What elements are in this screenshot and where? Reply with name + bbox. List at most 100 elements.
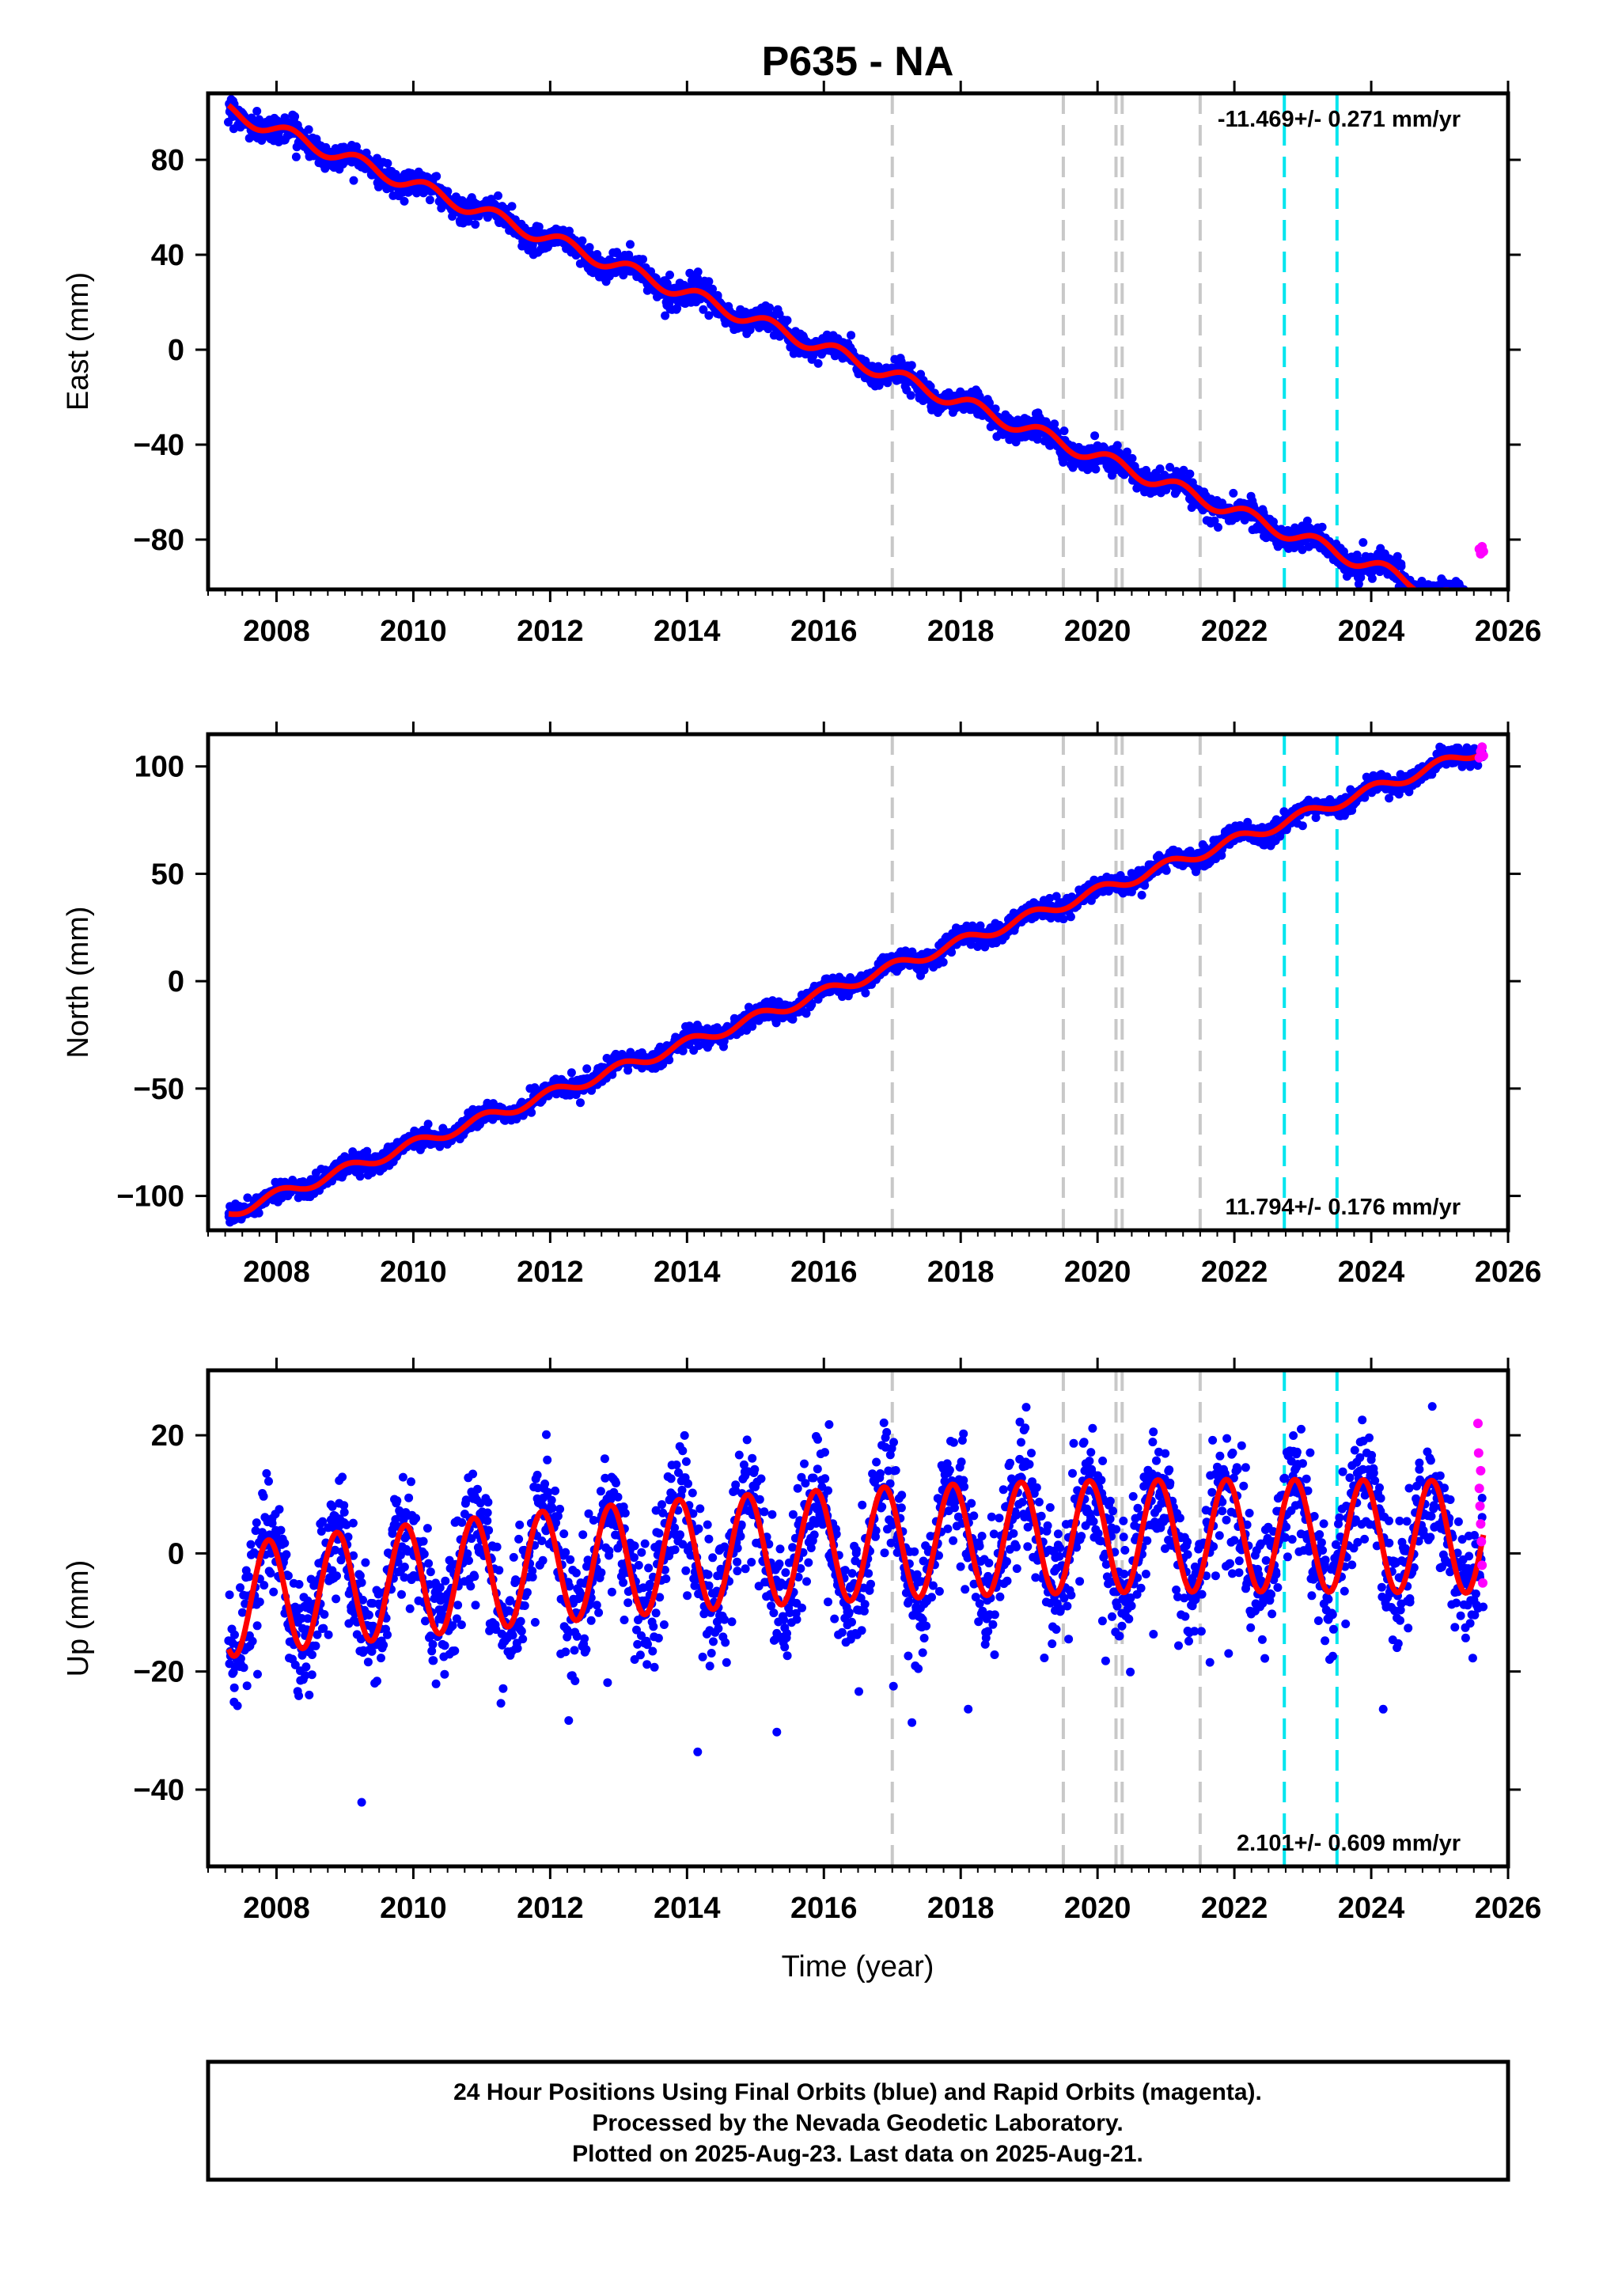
- data-point: [1298, 545, 1307, 555]
- x-tick-label: 2022: [1201, 1256, 1268, 1289]
- data-point: [1473, 761, 1483, 770]
- x-tick-label: 2024: [1338, 615, 1405, 648]
- data-point: [938, 957, 948, 967]
- data-point: [926, 382, 935, 391]
- data-point: [352, 142, 361, 151]
- data-point: [693, 267, 703, 277]
- data-point: [291, 152, 301, 161]
- x-tick-label: 2024: [1338, 1256, 1405, 1289]
- rapid-point: [1477, 742, 1487, 752]
- y-axis-label: East (mm): [62, 272, 95, 411]
- data-point: [907, 361, 916, 370]
- x-tick-label: 2016: [790, 615, 858, 648]
- x-tick-label: 2014: [654, 1256, 721, 1289]
- x-tick-label: 2026: [1475, 615, 1542, 648]
- data-point: [1059, 915, 1068, 924]
- data-point: [1112, 441, 1122, 450]
- data-point: [1137, 890, 1146, 900]
- chart-title: P635 - NA: [762, 39, 954, 85]
- data-point: [534, 222, 544, 232]
- data-point: [947, 948, 957, 957]
- data-point: [1229, 488, 1238, 498]
- y-tick-label: 80: [151, 144, 184, 177]
- data-point: [1127, 453, 1137, 463]
- x-tick-label: 2026: [1475, 1256, 1542, 1289]
- data-point: [813, 358, 823, 368]
- data-point: [471, 220, 480, 229]
- data-point: [807, 1000, 817, 1010]
- data-point: [1123, 447, 1131, 457]
- data-point: [665, 271, 674, 279]
- data-point: [783, 316, 792, 325]
- data-point: [991, 404, 1000, 414]
- data-point: [582, 1064, 592, 1074]
- data-point: [693, 274, 703, 283]
- data-point: [1352, 550, 1362, 559]
- data-point: [576, 1098, 585, 1108]
- data-point: [802, 1009, 811, 1018]
- data-point: [494, 191, 502, 200]
- data-point: [906, 391, 915, 400]
- data-point: [623, 1066, 633, 1075]
- data-point: [349, 176, 358, 185]
- data-point: [771, 1018, 781, 1028]
- data-point: [425, 195, 434, 205]
- data-point: [719, 1036, 729, 1046]
- data-point: [847, 331, 856, 340]
- rapid-orbit-points: [1474, 542, 1488, 559]
- data-point: [713, 290, 722, 300]
- data-point: [290, 112, 300, 121]
- data-point: [252, 107, 262, 116]
- data-point: [626, 240, 635, 249]
- data-point: [255, 115, 263, 124]
- data-point: [1185, 469, 1195, 479]
- x-tick-label: 2020: [1064, 1256, 1131, 1289]
- y-tick-label: 0: [168, 334, 184, 367]
- data-point: [443, 187, 453, 196]
- data-point: [304, 125, 313, 135]
- data-point: [1090, 431, 1100, 441]
- x-tick-label: 2020: [1064, 615, 1131, 648]
- x-tick-label: 2022: [1201, 615, 1268, 648]
- data-point: [1367, 574, 1377, 583]
- data-point: [578, 236, 587, 245]
- plot-area-north: [224, 734, 1488, 1230]
- data-point: [383, 159, 392, 168]
- data-point: [527, 1108, 536, 1117]
- data-point: [1059, 426, 1069, 436]
- data-point: [1302, 516, 1312, 525]
- x-tick-label: 2014: [654, 615, 721, 648]
- data-point: [639, 255, 647, 264]
- data-point: [1317, 522, 1327, 532]
- data-point: [1210, 516, 1219, 525]
- y-tick-label: 40: [151, 239, 184, 272]
- data-point: [243, 1193, 252, 1203]
- data-point: [661, 311, 670, 320]
- x-tick-label: 2010: [380, 1256, 447, 1289]
- data-point: [1091, 464, 1101, 474]
- model-fit-line: [226, 103, 1457, 589]
- x-axis-label: Time (year): [782, 1950, 934, 1983]
- rapid-point: [1478, 751, 1488, 761]
- x-tick-label: 2012: [517, 1256, 584, 1289]
- data-point: [678, 1046, 688, 1055]
- rapid-point: [1478, 547, 1488, 556]
- x-tick-label: 2016: [790, 1256, 858, 1289]
- x-tick-label: 2008: [243, 1256, 310, 1289]
- x-tick-label: 2018: [927, 615, 995, 648]
- data-point: [861, 988, 870, 998]
- rate-label: -11.469+/- 0.271 mm/yr: [1218, 107, 1461, 132]
- data-point: [432, 172, 441, 181]
- panel-north: 2008 2010 2012 2014 2016 2018 2020 2022 2024 2026…: [62, 722, 1541, 1289]
- y-tick-label: −80: [134, 524, 184, 557]
- data-point: [619, 271, 628, 280]
- data-point: [1396, 562, 1406, 571]
- x-tick-label: 2008: [243, 615, 310, 648]
- data-point: [673, 304, 682, 313]
- x-tick-label: 2012: [517, 615, 584, 648]
- data-point: [423, 1120, 433, 1129]
- data-point: [1179, 465, 1188, 475]
- data-point: [1155, 464, 1165, 473]
